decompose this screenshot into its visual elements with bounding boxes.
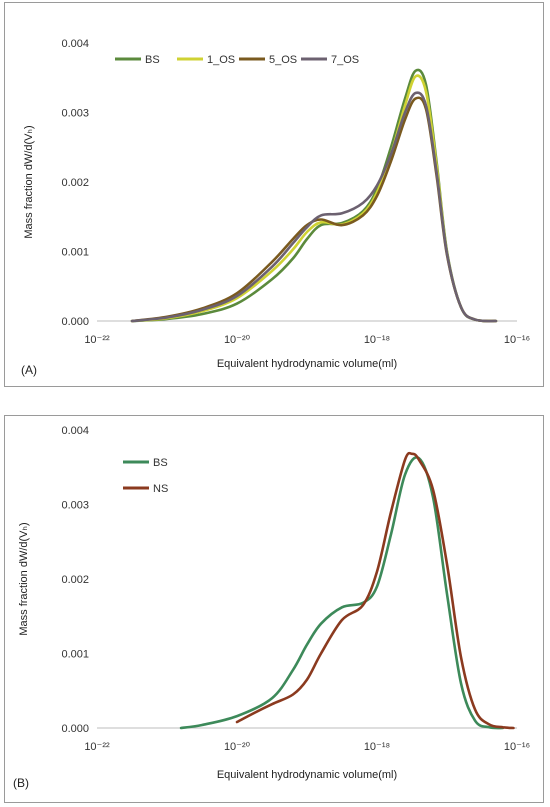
- y-tick-label: 0.001: [61, 649, 89, 661]
- legend-label: BS: [153, 457, 168, 469]
- x-axis-title: Equivalent hydrodynamic volume(ml): [217, 769, 397, 781]
- chart-a-svg: 0.000 0.001 0.002 0.003 0.004 10⁻²² 10⁻²⁰ 10⁻¹⁸…: [23, 38, 530, 370]
- panel-label-a: (A): [21, 363, 37, 377]
- series-line-1-os: [130, 74, 498, 323]
- x-axis-title: Equivalent hydrodynamic volume(ml): [217, 358, 397, 370]
- x-tick-label: 10⁻²²: [84, 334, 110, 346]
- legend-label: 5_OS: [269, 54, 297, 66]
- series-line-bs: [130, 68, 498, 323]
- x-tick-label: 10⁻²⁰: [224, 334, 251, 346]
- y-tick-label: 0.002: [61, 574, 89, 586]
- y-axis-title: Mass fraction dW/d(Vₕ): [18, 522, 30, 635]
- legend-label: BS: [145, 54, 160, 66]
- y-tick-label: 0.004: [61, 425, 89, 437]
- y-axis-title: Mass fraction dW/d(Vₕ): [23, 125, 35, 238]
- y-tick-label: 0.004: [61, 38, 89, 50]
- y-tick-label: 0.003: [61, 500, 89, 512]
- chart-b-svg: 0.000 0.001 0.002 0.003 0.004 10⁻²² 10⁻²⁰ 10⁻¹⁸…: [18, 425, 530, 781]
- x-tick-label: 10⁻²²: [84, 741, 110, 753]
- x-tick-label: 10⁻¹⁸: [364, 334, 390, 346]
- x-tick-label: 10⁻¹⁶: [504, 334, 530, 346]
- series-line-7-os: [130, 91, 498, 323]
- x-tick-label: 10⁻¹⁸: [364, 741, 390, 753]
- legend-label: 1_OS: [207, 54, 235, 66]
- chart-panel-a: 0.000 0.001 0.002 0.003 0.004 10⁻²² 10⁻²⁰ 10⁻¹⁸…: [4, 2, 544, 387]
- series-line-ns: [235, 451, 515, 730]
- legend-label: 7_OS: [331, 54, 359, 66]
- x-tick-label: 10⁻¹⁶: [504, 741, 530, 753]
- series-line-bs: [179, 456, 505, 730]
- y-tick-label: 0.002: [61, 177, 89, 189]
- legend-label: NS: [153, 483, 168, 495]
- y-tick-label: 0.000: [61, 723, 89, 735]
- y-tick-label: 0.000: [61, 316, 89, 328]
- panel-label-b: (B): [13, 776, 29, 790]
- y-tick-label: 0.003: [61, 108, 89, 120]
- chart-panel-b: 0.000 0.001 0.002 0.003 0.004 10⁻²² 10⁻²⁰ 10⁻¹⁸…: [4, 415, 544, 803]
- y-tick-label: 0.001: [61, 247, 89, 259]
- x-tick-label: 10⁻²⁰: [224, 741, 251, 753]
